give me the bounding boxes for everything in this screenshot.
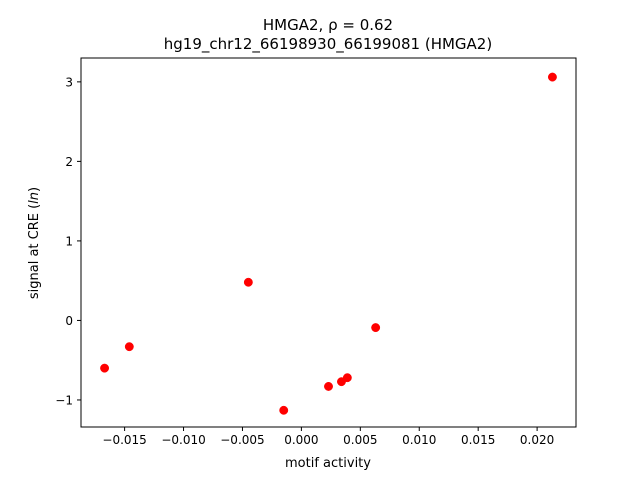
y-tick-label: 0	[65, 314, 73, 328]
data-point	[371, 323, 381, 333]
x-tick-label: 0.010	[402, 433, 436, 447]
y-tick-label: 1	[65, 234, 73, 248]
x-tick-label: 0.005	[343, 433, 377, 447]
y-axis-label: signal at CRE (ln)	[27, 187, 42, 299]
x-tick-label: −0.010	[161, 433, 205, 447]
x-tick-label: 0.015	[461, 433, 495, 447]
data-point	[324, 381, 333, 391]
y-tick-label: 2	[65, 155, 73, 169]
data-point	[547, 72, 557, 82]
data-point	[279, 405, 289, 415]
chart-title: HMGA2, ρ = 0.62	[263, 16, 393, 34]
x-tick-label: −0.015	[102, 433, 146, 447]
data-point	[124, 342, 134, 352]
y-tick-label: 3	[65, 75, 73, 89]
x-tick-label: 0.000	[284, 433, 318, 447]
data-point	[243, 277, 253, 287]
x-tick-label: −0.005	[220, 433, 264, 447]
plot-frame	[80, 57, 577, 428]
y-tick-label: −1	[55, 393, 73, 407]
data-point	[100, 363, 110, 373]
data-point	[342, 373, 352, 383]
chart-subtitle: hg19_chr12_66198930_66199081 (HMGA2)	[164, 35, 492, 54]
x-axis-label: motif activity	[285, 456, 371, 471]
x-tick-label: 0.020	[520, 433, 554, 447]
plot-area: −0.015 −0.010 −0.005 0.000 0.005 0.010 0.015 0.…	[55, 57, 577, 447]
